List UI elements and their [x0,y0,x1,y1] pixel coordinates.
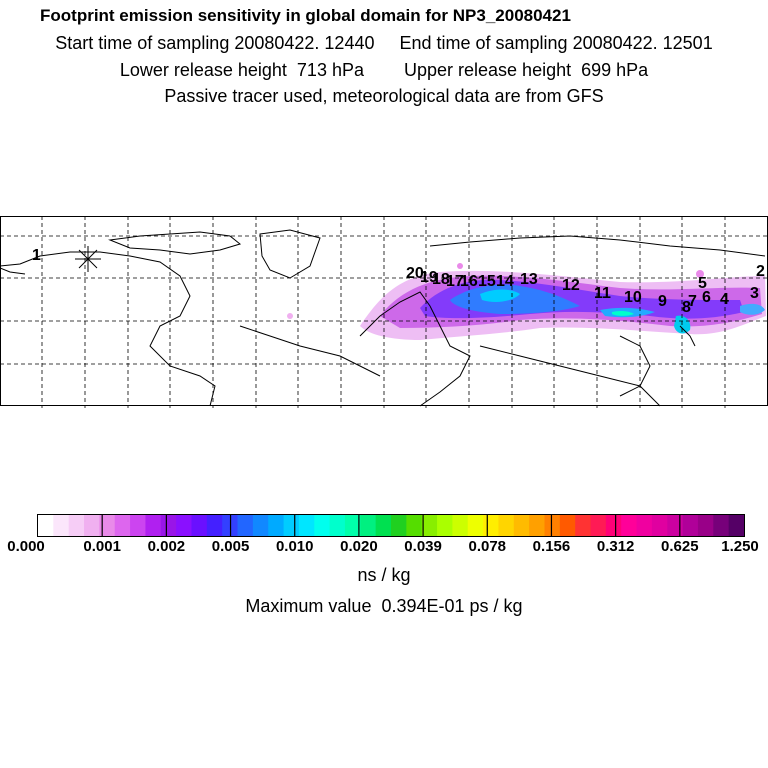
trajectory-label: 11 [594,285,611,302]
colorbar-tick-label: 0.020 [340,538,378,555]
colorbar-cell [268,515,285,536]
star-icon [75,246,101,272]
trajectory-label: 16 [460,273,478,290]
colorbar-cell [713,515,730,536]
colorbar-cell [621,515,638,536]
colorbar-cell [559,515,576,536]
colorbar-cell [697,515,714,536]
colorbar-tick-label: 0.039 [404,538,442,555]
colorbar-cell [206,515,223,536]
colorbar-cell [145,515,162,536]
colorbar-cell [314,515,331,536]
colorbar-cell [283,515,300,536]
colorbar-cells [38,515,745,536]
trajectory-label: 9 [658,293,667,310]
colorbar-tick-label: 0.002 [147,538,186,555]
colorbar-cell [498,515,515,536]
colorbar-frame [37,514,745,537]
colorbar-cell [544,515,561,536]
trajectory-label: 15 [478,273,496,290]
release-height-line: Lower release height 713 hPa Upper relea… [119,60,649,80]
colorbar-cell [529,515,545,536]
trajectory-label: 2 [756,263,765,280]
trajectory-label: 5 [698,275,707,292]
colorbar [37,514,745,537]
trajectory-label: 12 [562,277,580,294]
colorbar-cell [191,515,208,536]
colorbar-cell [590,515,607,536]
colorbar-cell [452,515,469,536]
colorbar-cell [391,515,407,536]
colorbar-cell [68,515,85,536]
colorbar-cell [160,515,177,536]
trajectory-labels: 1 20 19 18 17 16 15 14 13 12 11 10 9 8 7… [32,247,765,316]
sensitivity-field [287,263,766,340]
colorbar-cell [513,515,530,536]
colorbar-cell [667,515,684,536]
colorbar-cell [252,515,269,536]
colorbar-cell [53,515,70,536]
trajectory-label: 19 [420,269,438,286]
colorbar-cell [483,515,499,536]
colorbar-cell [298,515,315,536]
colorbar-cell [360,515,377,536]
world-map: 1 20 19 18 17 16 15 14 13 12 11 10 9 8 7… [0,216,768,408]
colorbar-tick-label: 0.312 [596,538,635,555]
tracer-info-line: Passive tracer used, meteorological data… [164,86,604,106]
trajectory-label: 14 [496,273,514,290]
colorbar-cell [682,515,699,536]
colorbar-cell [636,515,653,536]
trajectory-label: 20 [406,265,424,282]
trajectory-label: 7 [688,293,697,310]
colorbar-cell [437,515,453,536]
colorbar-cell [38,515,54,536]
trajectory-label: 10 [624,289,642,306]
colorbar-cell [421,515,438,536]
colorbar-tick-label: 0.625 [661,538,699,555]
trajectory-label: 6 [702,289,711,306]
colorbar-cell [237,515,254,536]
colorbar-cell [130,515,146,536]
trajectory-label: 13 [520,271,538,288]
colorbar-cell [329,515,346,536]
colorbar-tick-label: 0.156 [532,538,571,555]
colorbar-cell [728,515,745,536]
plot-title: Footprint emission sensitivity in global… [40,6,571,25]
colorbar-tick-label: 0.001 [83,538,121,555]
colorbar-tick-label: 0.000 [7,538,45,555]
colorbar-cell [467,515,484,536]
colorbar-unit: ns / kg [357,565,411,585]
coastlines [0,229,766,407]
colorbar-cell [375,515,392,536]
colorbar-cell [84,515,100,536]
graticule [0,216,768,408]
trajectory-label: 3 [750,285,759,302]
colorbar-cell [575,515,592,536]
maximum-value-text: Maximum value 0.394E-01 ps / kg [245,596,523,616]
colorbar-tick-label: 0.078 [468,538,507,555]
colorbar-tick-label: 0.010 [275,538,314,555]
trajectory-label: 17 [446,273,464,290]
colorbar-tick-label: 0.005 [211,538,250,555]
trajectory-label: 8 [682,299,691,316]
trajectory-label: 1 [32,247,41,264]
trajectory-label: 18 [432,271,450,288]
colorbar-cell [176,515,192,536]
colorbar-cell [99,515,116,536]
colorbar-cell [605,515,622,536]
colorbar-tick-label: 1.250 [721,538,759,555]
colorbar-cell [406,515,423,536]
colorbar-cell [114,515,131,536]
colorbar-cell [344,515,361,536]
colorbar-cell [651,515,668,536]
colorbar-major-dividers [101,515,681,536]
sampling-time-line: Start time of sampling 20080422. 12440 E… [55,33,713,53]
trajectory-label: 4 [720,291,729,308]
